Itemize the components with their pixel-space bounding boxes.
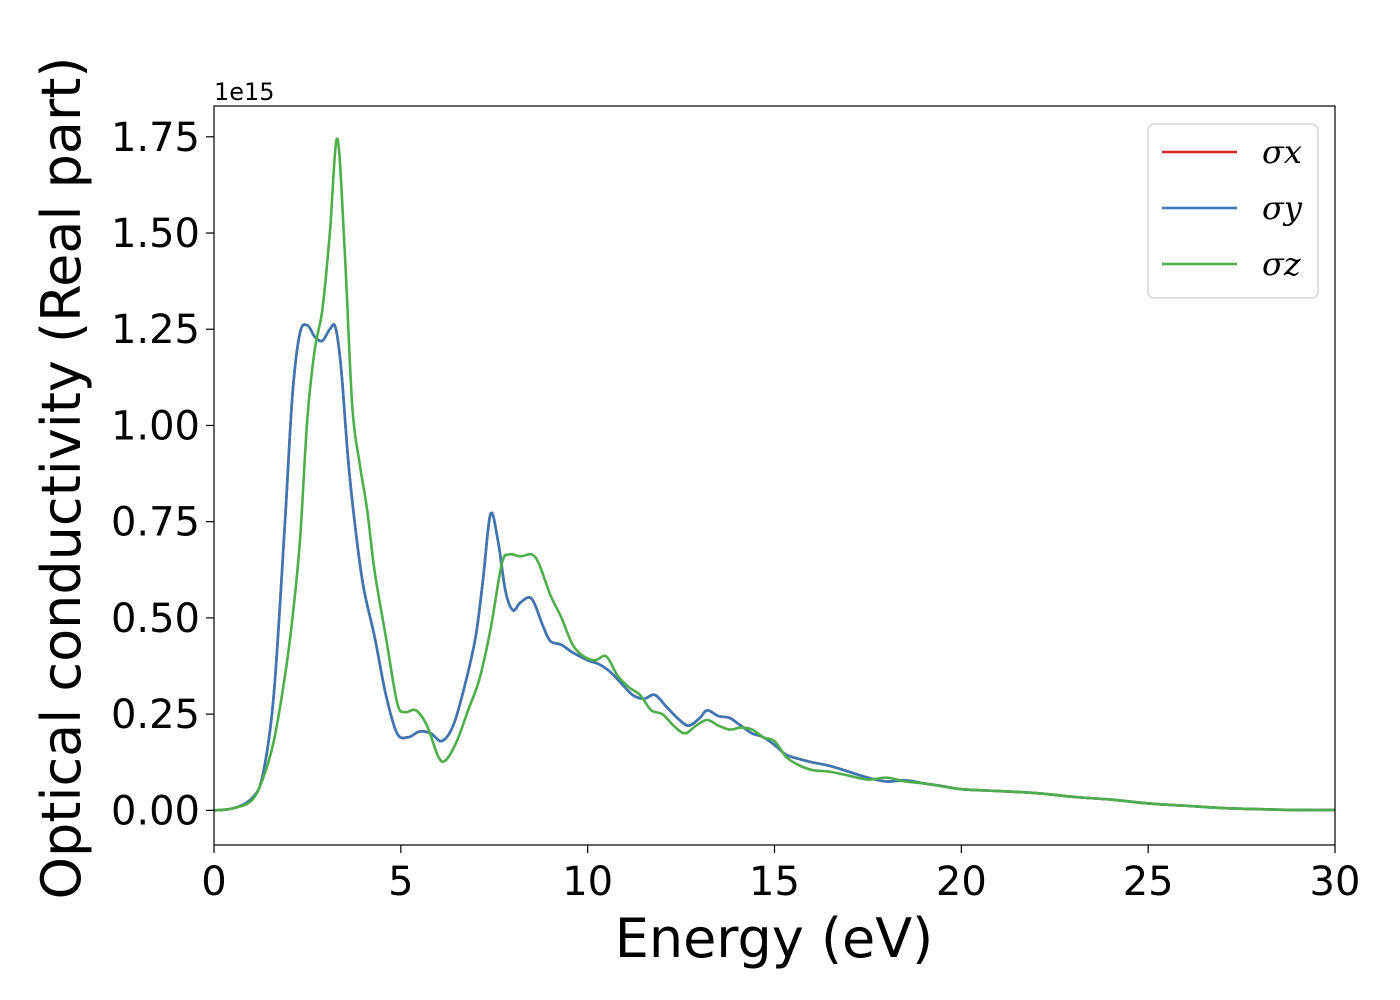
x-axis-ticks: 0 5 10 15 20 25 30 [201, 845, 1360, 905]
y-tick-label: 1.75 [111, 115, 200, 161]
plot-area [214, 137, 1335, 812]
legend-box [1147, 123, 1319, 299]
x-tick-label: 0 [201, 859, 226, 905]
y-axis-offset-label: 1e15 [214, 78, 275, 106]
legend-entry-sigma-y: σy [1262, 189, 1303, 227]
legend-entry-sigma-z: σz [1262, 245, 1302, 283]
x-tick-label: 20 [936, 859, 987, 905]
y-tick-label: 1.50 [111, 211, 200, 257]
x-tick-label: 30 [1310, 859, 1361, 905]
y-tick-label: 0.50 [111, 596, 200, 642]
y-tick-label: 1.25 [111, 307, 200, 353]
x-tick-label: 25 [1123, 859, 1174, 905]
x-tick-label: 10 [562, 859, 613, 905]
y-tick-label: 1.00 [111, 403, 200, 449]
x-axis-label: Energy (eV) [615, 907, 934, 970]
x-tick-label: 15 [749, 859, 800, 905]
y-axis-label: Optical conductivity (Real part) [30, 57, 93, 900]
legend-entry-sigma-x: σx [1262, 133, 1302, 171]
y-tick-label: 0.00 [111, 788, 200, 834]
axes-frame [213, 105, 1336, 846]
x-tick-label: 5 [388, 859, 413, 905]
legend: σx σy σz [1147, 123, 1319, 299]
y-tick-label: 0.25 [111, 692, 200, 738]
series-line-sigma-z [214, 137, 1335, 812]
y-axis-ticks: 0.00 0.25 0.50 0.75 1.00 1.25 1.50 1.75 [111, 115, 214, 834]
y-tick-label: 0.75 [111, 500, 200, 546]
